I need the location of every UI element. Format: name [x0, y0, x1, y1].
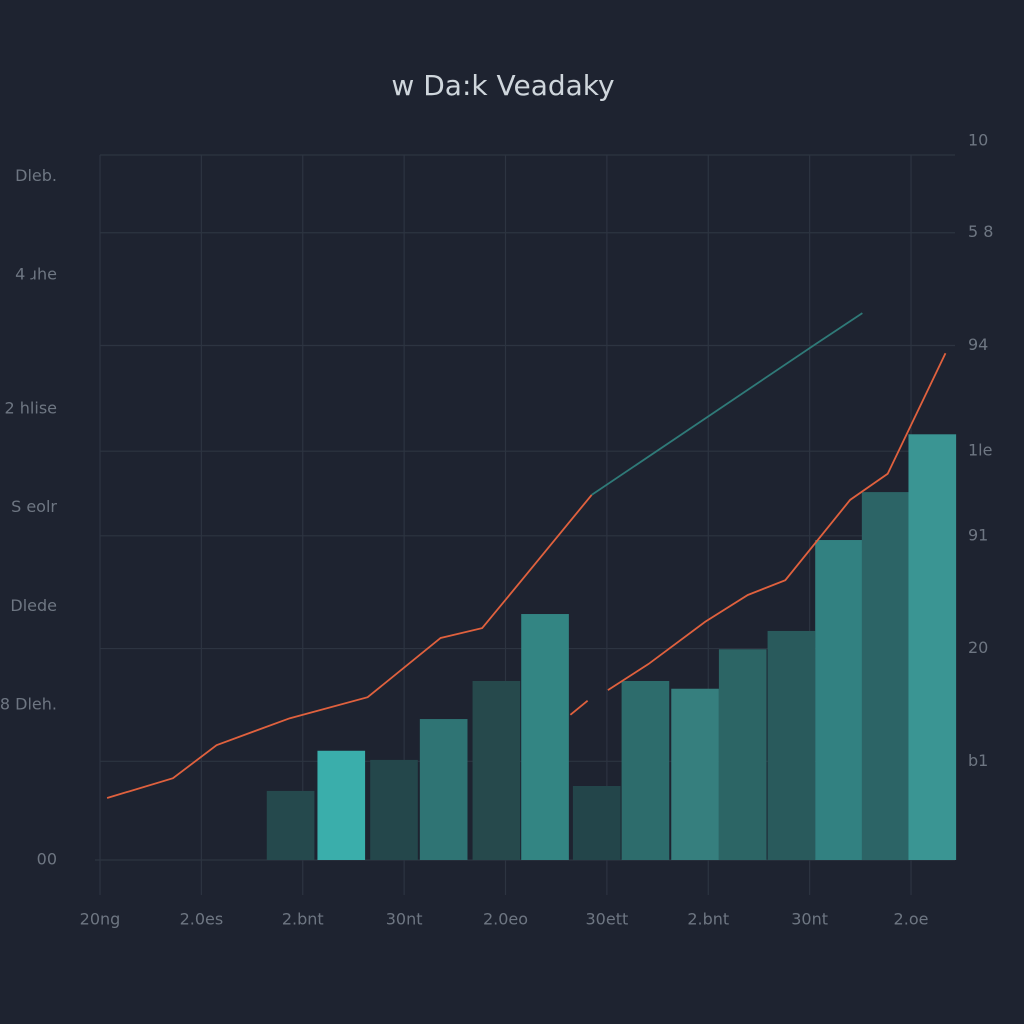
y2-tick-label: 1le	[968, 441, 992, 460]
line	[569, 352, 947, 716]
bar	[521, 614, 569, 860]
chart-title: w Da:k Veadaky	[391, 69, 614, 102]
y-tick-label: S eolr	[11, 497, 57, 516]
y2-tick-label: 20	[968, 638, 988, 657]
y-tick-label: 4 ɹhe	[15, 265, 57, 284]
x-tick-label: 2.0es	[180, 910, 224, 929]
x-tick-label: 30ett	[586, 910, 629, 929]
bar	[718, 649, 767, 860]
y2-tick-label: 94	[968, 335, 988, 354]
x-tick-label: 2.0eo	[483, 910, 528, 929]
y2-tick-label: 91	[968, 525, 988, 544]
x-tick-label: 2.oe	[894, 910, 929, 929]
line	[106, 494, 593, 799]
bar	[317, 750, 366, 860]
y-tick-label: 8 Dleh.	[0, 694, 57, 713]
x-tick-label: 2.bnt	[282, 910, 324, 929]
y-tick-label: Dleb.	[15, 166, 57, 185]
bar	[671, 688, 719, 860]
bar	[472, 680, 521, 860]
bar	[815, 540, 863, 860]
bar	[621, 680, 670, 860]
x-tick-label: 20ng	[80, 910, 121, 929]
bar	[572, 785, 621, 860]
x-tick-label: 2.bnt	[687, 910, 729, 929]
y-tick-label: 00	[37, 850, 57, 869]
bar	[908, 434, 957, 860]
bar	[370, 759, 418, 860]
x-tick-label: 30nt	[791, 910, 828, 929]
bar	[266, 790, 315, 860]
bar	[861, 492, 910, 860]
bar	[419, 719, 468, 860]
line	[591, 312, 863, 496]
x-tick-label: 30nt	[386, 910, 423, 929]
bar	[767, 630, 816, 860]
y2-tick-label: b1	[968, 751, 988, 770]
y-tick-label: Dlede	[10, 596, 57, 615]
y-tick-label: 2 hlise	[5, 398, 57, 417]
y2-tick-label: 5 8	[968, 222, 993, 241]
y2-tick-label: 10	[968, 131, 988, 150]
